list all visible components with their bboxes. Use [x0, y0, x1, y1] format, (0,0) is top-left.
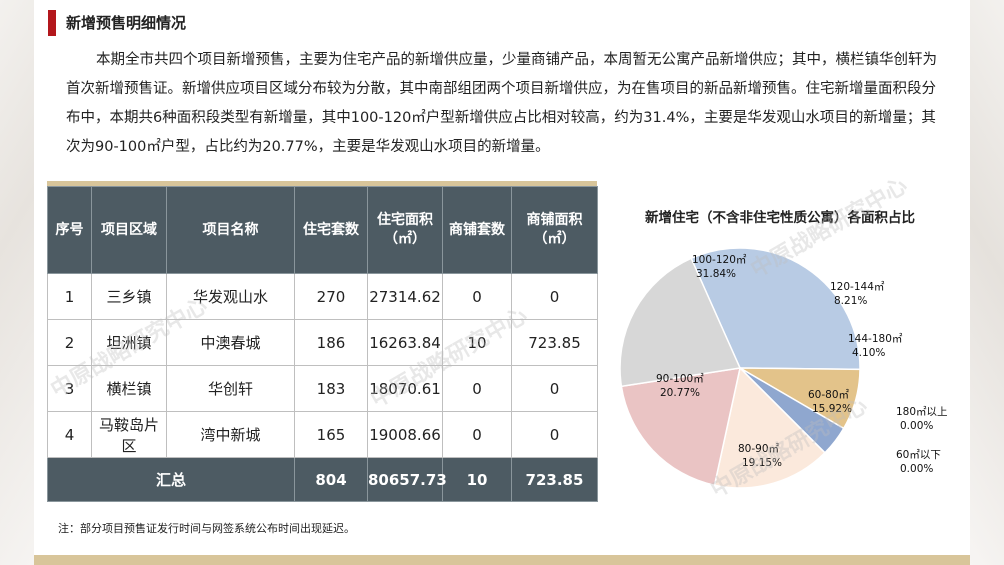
pie-slice-value: 0.00% — [900, 463, 933, 475]
pie-slice — [690, 247, 861, 371]
table-cell: 186 — [294, 319, 368, 366]
table-cell: 3 — [47, 365, 92, 412]
table-total-row: 汇总 804 80657.73 10 723.85 — [47, 457, 598, 502]
pie-slice-value: 20.77% — [660, 387, 700, 399]
header-cell: 商铺套数 — [442, 186, 512, 274]
table-cell: 0 — [442, 273, 512, 320]
total-label: 汇总 — [47, 457, 295, 502]
table-cell: 10 — [442, 319, 512, 366]
total-res-area: 80657.73 — [367, 457, 447, 502]
header-cell: 项目名称 — [166, 186, 295, 274]
total-shop-area: 723.85 — [511, 457, 598, 502]
footnote: 注：部分项目预售证发行时间与网签系统公布时间出现延迟。 — [58, 522, 355, 535]
table-cell: 坦洲镇 — [91, 319, 167, 366]
pie-slice-label: 60㎡以下 — [896, 449, 941, 461]
table-row: 4 马鞍岛片区 湾中新城 165 19008.66 0 0 — [47, 411, 598, 458]
pie-slice-label: 144-180㎡ — [848, 333, 903, 345]
total-res-units: 804 — [294, 457, 368, 502]
table-cell: 0 — [511, 411, 598, 458]
pie-slice-label: 90-100㎡ — [656, 373, 704, 385]
table-cell: 0 — [511, 365, 598, 412]
chart-title: 新增住宅（不含非住宅性质公寓）各面积占比 — [645, 210, 915, 226]
table-cell: 0 — [442, 411, 512, 458]
right-decor — [970, 0, 1004, 565]
header-cell: 住宅面积（㎡） — [367, 186, 443, 274]
header-cell: 序号 — [47, 186, 92, 274]
title-accent-bar — [48, 10, 56, 36]
pie-slice — [619, 257, 742, 388]
table-row: 3 横栏镇 华创轩 183 18070.61 0 0 — [47, 365, 598, 412]
pie-slice-value: 8.21% — [834, 295, 867, 307]
pie-slice-label: 100-120㎡ — [692, 254, 747, 266]
table-cell: 165 — [294, 411, 368, 458]
table-top-rule — [47, 181, 597, 186]
table-cell: 湾中新城 — [166, 411, 295, 458]
table-row: 2 坦洲镇 中澳春城 186 16263.84 10 723.85 — [47, 319, 598, 366]
table-cell: 16263.84 — [367, 319, 443, 366]
page-title: 新增预售明细情况 — [66, 14, 187, 32]
presale-table: 序号 项目区域 项目名称 住宅套数 住宅面积（㎡） 商铺套数 商铺面积（㎡） 1… — [47, 186, 598, 502]
pie-chart: 100-120㎡ 31.84% 120-144㎡ 8.21% 144-180㎡ 4.10%… — [619, 247, 948, 489]
presale-table-container: 序号 项目区域 项目名称 住宅套数 住宅面积（㎡） 商铺套数 商铺面积（㎡） 1… — [47, 181, 598, 502]
table-cell: 横栏镇 — [91, 365, 167, 412]
table-cell: 中澳春城 — [166, 319, 295, 366]
table-cell: 18070.61 — [367, 365, 443, 412]
table-cell: 华创轩 — [166, 365, 295, 412]
pie-slice — [620, 367, 741, 487]
table-cell: 4 — [47, 411, 92, 458]
table-cell: 27314.62 — [367, 273, 443, 320]
total-shop-units: 10 — [442, 457, 512, 502]
table-cell: 马鞍岛片区 — [91, 411, 167, 458]
table-cell: 华发观山水 — [166, 273, 295, 320]
pie-slice-value: 15.92% — [812, 403, 852, 415]
left-decor — [0, 0, 34, 565]
table-cell: 270 — [294, 273, 368, 320]
table-cell: 1 — [47, 273, 92, 320]
table-cell: 0 — [511, 273, 598, 320]
table-row: 1 三乡镇 华发观山水 270 27314.62 0 0 — [47, 273, 598, 320]
table-cell: 三乡镇 — [91, 273, 167, 320]
table-cell: 19008.66 — [367, 411, 443, 458]
header-cell: 住宅套数 — [294, 186, 368, 274]
table-header-row: 序号 项目区域 项目名称 住宅套数 住宅面积（㎡） 商铺套数 商铺面积（㎡） — [47, 186, 598, 274]
table-cell: 183 — [294, 365, 368, 412]
table-cell: 0 — [442, 365, 512, 412]
pie-slice-value: 4.10% — [852, 347, 885, 359]
header-cell: 项目区域 — [91, 186, 167, 274]
header-cell: 商铺面积（㎡） — [511, 186, 598, 274]
pie-slice-label: 80-90㎡ — [738, 443, 780, 455]
intro-paragraph: 本期全市共四个项目新增预售，主要为住宅产品的新增供应量，少量商铺产品，本周暂无公… — [66, 52, 937, 155]
pie-slice — [713, 366, 826, 489]
pie-slice-label: 120-144㎡ — [830, 281, 885, 293]
table-cell: 723.85 — [511, 319, 598, 366]
pie-slice-value: 0.00% — [900, 420, 933, 432]
pie-slice-label: 60-80㎡ — [808, 389, 850, 401]
table-cell: 2 — [47, 319, 92, 366]
pie-slice-value: 19.15% — [742, 457, 782, 469]
bottom-band — [34, 555, 970, 565]
pie-slice-label: 180㎡以上 — [896, 406, 948, 418]
pie-slice-value: 31.84% — [696, 268, 736, 280]
